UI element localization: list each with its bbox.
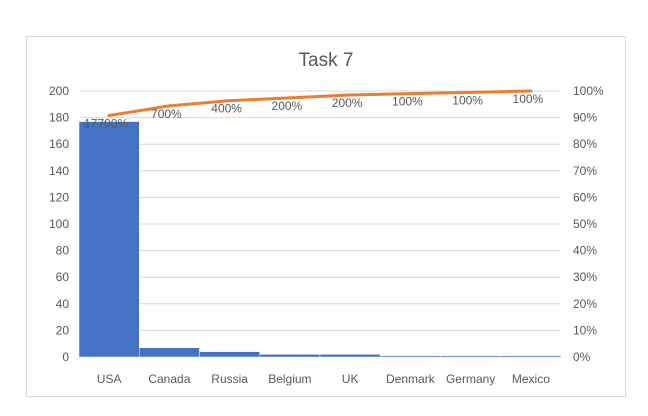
bar [199, 351, 260, 358]
data-label: 100% [513, 92, 544, 106]
y-tick-label: 100 [49, 217, 69, 231]
y-tick-label: 80 [56, 244, 70, 258]
data-label: 100% [452, 93, 483, 107]
y2-tick-label: 100% [573, 84, 604, 98]
line-point [107, 113, 111, 117]
y-tick-label: 160 [49, 137, 69, 151]
y2-tick-label: 30% [573, 270, 597, 284]
line-point [288, 96, 292, 100]
y-axis-left: 0 20 40 60 80 100 120 140 160 180 200 [49, 84, 69, 364]
data-label: 200% [272, 99, 303, 113]
y-axis-right: 0% 10% 20% 30% 40% 50% 60% 70% 80% 90% 100% [573, 84, 604, 364]
data-label: 700% [151, 107, 182, 121]
x-tick-label: Germany [446, 372, 495, 386]
y-tick-label: 200 [49, 84, 69, 98]
y-tick-label: 0 [62, 350, 69, 364]
data-label: 100% [392, 95, 423, 109]
x-axis: USA Canada Russia Belgium UK Denmark Germany Me… [97, 372, 550, 386]
bar [78, 121, 140, 358]
bar [259, 354, 321, 358]
data-label: 400% [211, 102, 242, 116]
y2-tick-label: 10% [573, 323, 597, 337]
cumulative-line [107, 89, 533, 117]
x-tick-label: Russia [211, 372, 248, 386]
x-tick-label: Denmark [386, 372, 436, 386]
y2-tick-label: 70% [573, 164, 597, 178]
line-point [469, 90, 473, 94]
x-tick-label: Mexico [512, 372, 550, 386]
y-tick-label: 60 [56, 270, 70, 284]
x-tick-label: Canada [148, 372, 190, 386]
y-tick-label: 120 [49, 190, 69, 204]
cumulative-line-path [107, 89, 533, 117]
line-point [348, 93, 352, 97]
bar [319, 354, 381, 358]
y-tick-label: 140 [49, 164, 69, 178]
bar [440, 355, 501, 358]
x-tick-label: Belgium [268, 372, 311, 386]
y2-tick-label: 20% [573, 297, 597, 311]
y2-tick-label: 90% [573, 111, 597, 125]
x-tick-label: USA [97, 372, 122, 386]
data-label: 17700% [84, 116, 128, 130]
line-point [529, 89, 533, 93]
y2-tick-label: 50% [573, 217, 597, 231]
x-tick-label: UK [342, 372, 359, 386]
gridlines [79, 90, 561, 358]
y2-tick-label: 0% [573, 350, 591, 364]
y2-tick-label: 60% [573, 190, 597, 204]
y-tick-label: 40 [56, 297, 70, 311]
y-tick-label: 180 [49, 111, 69, 125]
data-label: 200% [332, 96, 363, 110]
line-point [408, 92, 412, 96]
bar [380, 355, 441, 358]
bar [500, 355, 562, 358]
y2-tick-label: 80% [573, 137, 597, 151]
line-point [167, 104, 171, 108]
bars [78, 121, 562, 358]
y2-tick-label: 40% [573, 244, 597, 258]
chart-title: Task 7 [299, 50, 354, 71]
bar [139, 347, 200, 358]
data-labels: 17700% 700% 400% 200% 200% 100% 100% 100% [84, 92, 543, 130]
y-tick-label: 20 [56, 323, 70, 337]
line-point [228, 99, 232, 103]
